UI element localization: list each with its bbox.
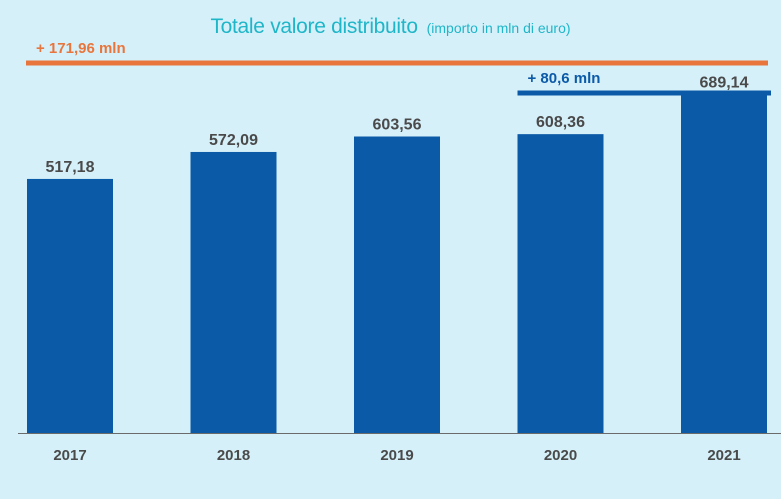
value-label-2020: 608,36 — [536, 114, 585, 131]
annotations-layer: + 171,96 mln + 80,6 mln — [26, 40, 771, 96]
bar-2019 — [354, 136, 440, 433]
chart-subtitle: (importo in mln di euro) — [426, 20, 571, 36]
bars-layer — [27, 94, 767, 434]
chart-title-block: Totale valore distribuito (importo in ml… — [0, 4, 781, 41]
x-tick-2017: 2017 — [53, 447, 86, 464]
bar-2018 — [190, 151, 277, 433]
bar-2021 — [681, 94, 767, 434]
bar-2017 — [27, 178, 113, 433]
value-label-2018: 572,09 — [209, 132, 258, 149]
bar-2020 — [517, 134, 604, 434]
x-tick-2021: 2021 — [707, 447, 740, 464]
x-tick-labels-layer: 2017 2018 2019 2020 2021 — [53, 447, 740, 464]
chart-title: Totale valore distribuito — [210, 15, 418, 38]
growth-label-2: + 80,6 mln — [528, 70, 601, 87]
value-label-2019: 603,56 — [373, 117, 422, 134]
growth-line-1 — [26, 60, 768, 66]
x-tick-2018: 2018 — [217, 447, 250, 464]
value-label-2021: 689,14 — [700, 74, 749, 91]
value-labels-layer: 517,18 572,09 603,56 608,36 689,14 — [46, 74, 749, 175]
growth-label-1: + 171,96 mln — [36, 40, 126, 57]
x-tick-2020: 2020 — [544, 447, 577, 464]
growth-line-2 — [517, 90, 771, 96]
x-tick-2019: 2019 — [380, 447, 413, 464]
value-label-2017: 517,18 — [46, 159, 95, 176]
